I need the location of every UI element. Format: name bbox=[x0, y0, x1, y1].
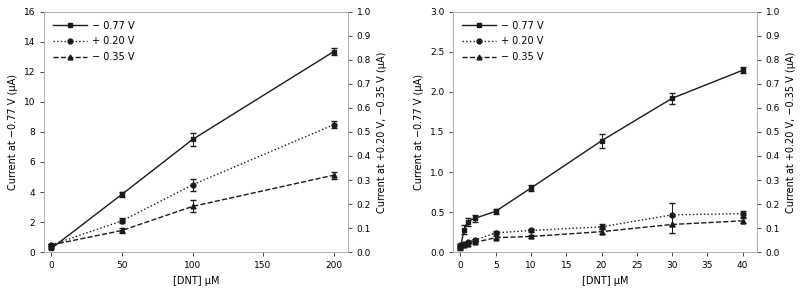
Legend: − 0.77 V, + 0.20 V, − 0.35 V: − 0.77 V, + 0.20 V, − 0.35 V bbox=[458, 17, 547, 66]
X-axis label: [DNT] μM: [DNT] μM bbox=[581, 276, 627, 286]
Legend: − 0.77 V, + 0.20 V, − 0.35 V: − 0.77 V, + 0.20 V, − 0.35 V bbox=[49, 17, 138, 66]
Y-axis label: Current at −0.77 V (μA): Current at −0.77 V (μA) bbox=[8, 74, 18, 190]
Y-axis label: Current at −0.77 V (μA): Current at −0.77 V (μA) bbox=[414, 74, 424, 190]
Y-axis label: Current at +0.20 V, −0.35 V (μA): Current at +0.20 V, −0.35 V (μA) bbox=[785, 51, 795, 213]
X-axis label: [DNT] μM: [DNT] μM bbox=[173, 276, 219, 286]
Y-axis label: Current at +0.20 V, −0.35 V (μA): Current at +0.20 V, −0.35 V (μA) bbox=[376, 51, 386, 213]
